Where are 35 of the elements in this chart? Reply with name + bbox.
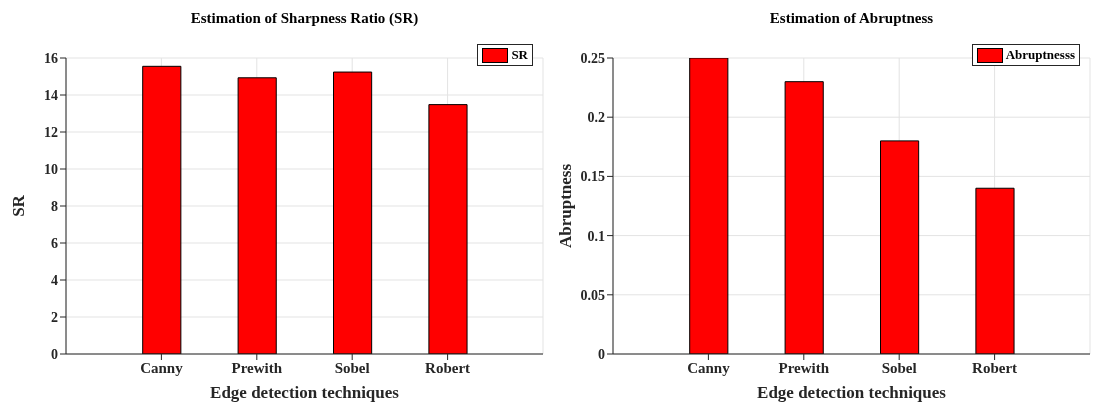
- x-tick-label: Prewith: [778, 359, 830, 376]
- legend-label: Abruptnesss: [1005, 47, 1075, 63]
- y-tick-label: 12: [44, 124, 58, 140]
- y-tick-label: 8: [51, 198, 58, 214]
- bar: [784, 81, 824, 354]
- y-tick-label: 0.1: [587, 228, 605, 244]
- y-tick-label: 4: [51, 272, 58, 288]
- x-tick-label: Sobel: [881, 359, 917, 376]
- x-tick-label: Robert: [972, 359, 1018, 376]
- x-axis-title: Edge detection techniques: [757, 383, 947, 402]
- y-tick-label: 2: [51, 309, 58, 325]
- y-tick-label: 0.2: [587, 110, 605, 126]
- x-tick-label: Robert: [425, 359, 471, 376]
- legend-label: SR: [511, 47, 528, 63]
- x-tick-label: Prewith: [231, 359, 283, 376]
- y-tick-label: 14: [44, 87, 58, 103]
- y-tick-label: 0: [598, 346, 605, 362]
- bar: [975, 187, 1015, 354]
- chart-title: Estimation of Abruptness: [768, 10, 935, 27]
- y-tick-label: 0.15: [580, 169, 605, 185]
- x-tick-label: Canny: [140, 359, 184, 376]
- y-tick-label: 0: [51, 346, 58, 362]
- x-axis-title: Edge detection techniques: [210, 383, 400, 402]
- y-tick-label: 16: [44, 50, 58, 66]
- y-axis-title: Abruptness: [556, 163, 576, 249]
- y-tick-label: 6: [51, 235, 58, 251]
- bar: [880, 140, 920, 354]
- y-tick-label: 10: [44, 161, 58, 177]
- y-tick-label: 0.25: [580, 50, 605, 66]
- bar: [689, 58, 729, 354]
- y-tick-label: 0.05: [580, 287, 605, 303]
- x-tick-label: Sobel: [334, 359, 370, 376]
- x-tick-label: Canny: [687, 359, 731, 376]
- chart-title: Estimation of Sharpness Ratio (SR): [189, 10, 420, 27]
- y-axis-title: SR: [9, 194, 29, 217]
